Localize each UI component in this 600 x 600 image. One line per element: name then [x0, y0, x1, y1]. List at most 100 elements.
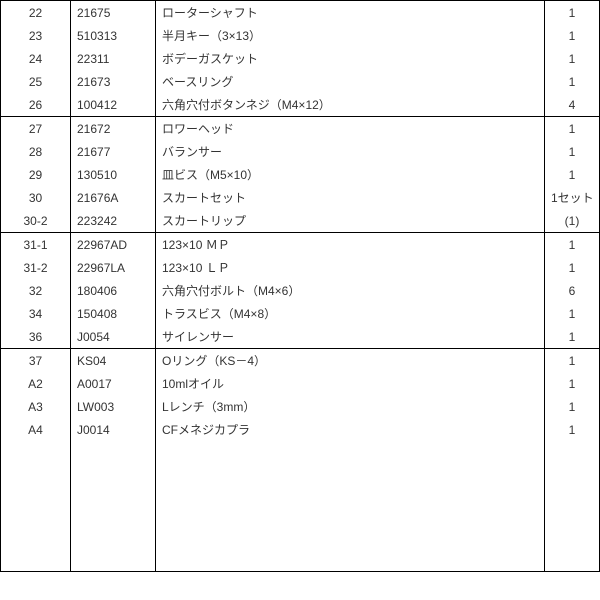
cell-part: 22967AD	[71, 233, 156, 257]
table-row: 31-222967LA123×10 ＬＰ1	[1, 256, 600, 279]
cell-part: 130510	[71, 163, 156, 186]
cell-no: 24	[1, 47, 71, 70]
cell-qty: 1	[545, 24, 600, 47]
cell-desc: バランサー	[156, 140, 545, 163]
cell-desc: スカートセット	[156, 186, 545, 209]
table-row: 29130510皿ビス（M5×10）1	[1, 163, 600, 186]
cell-qty: 1	[545, 325, 600, 349]
cell-qty: 1	[545, 418, 600, 441]
cell-desc: CFメネジカプラ	[156, 418, 545, 441]
cell-desc: トラスビス（M4×8）	[156, 302, 545, 325]
cell-desc: 123×10 ＬＰ	[156, 256, 545, 279]
cell-desc: スカートリップ	[156, 209, 545, 233]
cell-desc: Oリング（KS－4）	[156, 349, 545, 373]
cell-part: 21677	[71, 140, 156, 163]
table-row: A4J0014CFメネジカプラ1	[1, 418, 600, 441]
table-row: A2A001710mlオイル1	[1, 372, 600, 395]
cell-desc: 六角穴付ボルト（M4×6）	[156, 279, 545, 302]
table-filler-row	[1, 441, 600, 571]
table-row: A3LW003Lレンチ（3mm）1	[1, 395, 600, 418]
cell-qty: 1	[545, 163, 600, 186]
cell-part: 510313	[71, 24, 156, 47]
cell-no: 34	[1, 302, 71, 325]
cell-part: 180406	[71, 279, 156, 302]
cell-qty: 1	[545, 233, 600, 257]
cell-no: 31-2	[1, 256, 71, 279]
cell-desc: 123×10 ＭＰ	[156, 233, 545, 257]
cell-no: 25	[1, 70, 71, 93]
table-row: 32180406六角穴付ボルト（M4×6）6	[1, 279, 600, 302]
cell-part: 223242	[71, 209, 156, 233]
cell-part: J0054	[71, 325, 156, 349]
cell-part: J0014	[71, 418, 156, 441]
cell-no: 36	[1, 325, 71, 349]
cell-qty: 1	[545, 70, 600, 93]
cell-desc: 皿ビス（M5×10）	[156, 163, 545, 186]
cell-part: 22967LA	[71, 256, 156, 279]
cell-part: KS04	[71, 349, 156, 373]
cell-qty: 1	[545, 256, 600, 279]
cell-qty: 1	[545, 47, 600, 70]
cell-part: LW003	[71, 395, 156, 418]
table-row: 2821677バランサー1	[1, 140, 600, 163]
cell-no: 23	[1, 24, 71, 47]
cell-desc: 六角穴付ボタンネジ（M4×12）	[156, 93, 545, 117]
cell-qty: 1セット	[545, 186, 600, 209]
cell-desc: サイレンサー	[156, 325, 545, 349]
cell-desc: ローターシャフト	[156, 1, 545, 25]
cell-part: A0017	[71, 372, 156, 395]
table-row: 26100412六角穴付ボタンネジ（M4×12）4	[1, 93, 600, 117]
cell-desc: ボデーガスケット	[156, 47, 545, 70]
table-row: 36J0054サイレンサー1	[1, 325, 600, 349]
cell-no: A3	[1, 395, 71, 418]
cell-no: 30	[1, 186, 71, 209]
table-row: 34150408トラスビス（M4×8）1	[1, 302, 600, 325]
table-row: 31-122967AD123×10 ＭＰ1	[1, 233, 600, 257]
table-row: 2422311ボデーガスケット1	[1, 47, 600, 70]
cell-qty: 1	[545, 372, 600, 395]
cell-desc: ロワーヘッド	[156, 117, 545, 141]
cell-no: A2	[1, 372, 71, 395]
table-row: 37KS04Oリング（KS－4）1	[1, 349, 600, 373]
cell-part: 21676A	[71, 186, 156, 209]
table-row: 2721672ロワーヘッド1	[1, 117, 600, 141]
cell-no: 28	[1, 140, 71, 163]
filler-cell	[545, 441, 600, 571]
cell-no: 29	[1, 163, 71, 186]
filler-cell	[156, 441, 545, 571]
table-row: 23510313半月キー（3×13）1	[1, 24, 600, 47]
cell-qty: 6	[545, 279, 600, 302]
parts-table: 2221675ローターシャフト123510313半月キー（3×13）124223…	[0, 0, 600, 572]
table-row: 3021676Aスカートセット1セット	[1, 186, 600, 209]
cell-qty: (1)	[545, 209, 600, 233]
cell-qty: 1	[545, 302, 600, 325]
parts-table-page: 2221675ローターシャフト123510313半月キー（3×13）124223…	[0, 0, 600, 600]
cell-qty: 1	[545, 395, 600, 418]
table-row: 2221675ローターシャフト1	[1, 1, 600, 25]
cell-no: 26	[1, 93, 71, 117]
cell-part: 22311	[71, 47, 156, 70]
cell-qty: 1	[545, 117, 600, 141]
cell-no: 30-2	[1, 209, 71, 233]
cell-qty: 1	[545, 349, 600, 373]
cell-qty: 1	[545, 140, 600, 163]
cell-part: 21675	[71, 1, 156, 25]
cell-part: 21673	[71, 70, 156, 93]
filler-cell	[1, 441, 71, 571]
cell-part: 150408	[71, 302, 156, 325]
cell-no: 27	[1, 117, 71, 141]
cell-qty: 4	[545, 93, 600, 117]
cell-no: 32	[1, 279, 71, 302]
filler-cell	[71, 441, 156, 571]
cell-part: 21672	[71, 117, 156, 141]
cell-no: 37	[1, 349, 71, 373]
cell-no: 22	[1, 1, 71, 25]
cell-desc: 半月キー（3×13）	[156, 24, 545, 47]
cell-qty: 1	[545, 1, 600, 25]
cell-part: 100412	[71, 93, 156, 117]
table-row: 2521673ベースリング1	[1, 70, 600, 93]
cell-no: A4	[1, 418, 71, 441]
table-row: 30-2223242スカートリップ(1)	[1, 209, 600, 233]
cell-no: 31-1	[1, 233, 71, 257]
cell-desc: Lレンチ（3mm）	[156, 395, 545, 418]
